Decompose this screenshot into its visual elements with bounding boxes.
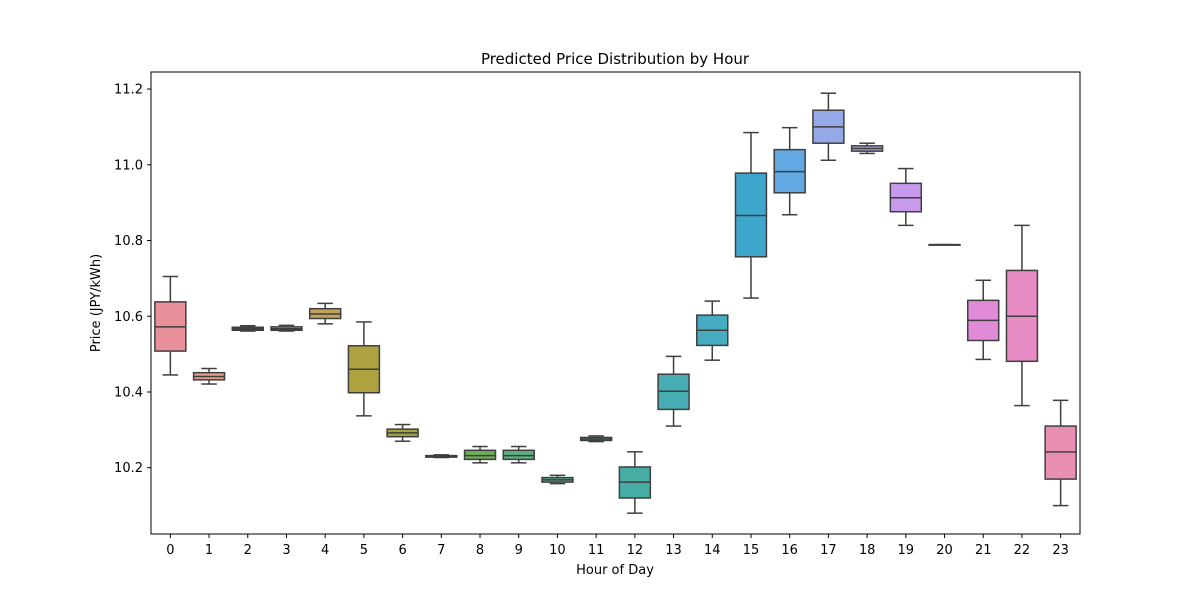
y-axis: 10.2 10.4 10.6 10.8 11.0 11.2 bbox=[114, 83, 151, 476]
x-tick-label: 8 bbox=[476, 543, 484, 558]
x-tick-label: 1 bbox=[205, 543, 213, 558]
y-tick-label: 10.2 bbox=[114, 461, 143, 476]
box-hour-16 bbox=[773, 126, 806, 216]
x-tick-label: 17 bbox=[820, 543, 837, 558]
box-hour-7 bbox=[425, 454, 458, 459]
y-tick-label: 10.4 bbox=[114, 385, 143, 400]
x-tick-label: 23 bbox=[1052, 543, 1069, 558]
box-hour-12 bbox=[618, 451, 652, 514]
box-hour-22 bbox=[1005, 224, 1039, 407]
box-hour-19 bbox=[889, 167, 923, 227]
box-hour-18 bbox=[850, 142, 884, 155]
x-tick-label: 5 bbox=[360, 543, 368, 558]
x-tick-label: 13 bbox=[665, 543, 682, 558]
box-hour-2 bbox=[231, 324, 265, 332]
x-tick-label: 7 bbox=[437, 543, 445, 558]
y-tick-label: 10.6 bbox=[114, 310, 143, 325]
x-tick-label: 15 bbox=[743, 543, 760, 558]
y-tick-label: 11.0 bbox=[114, 158, 143, 173]
x-tick-label: 0 bbox=[166, 543, 174, 558]
box-hour-4 bbox=[308, 302, 342, 325]
x-tick-label: 16 bbox=[781, 543, 798, 558]
box-hour-1 bbox=[192, 367, 226, 385]
plot-area-frame bbox=[150, 71, 1081, 535]
x-tick-label: 6 bbox=[398, 543, 406, 558]
x-tick-label: 22 bbox=[1014, 543, 1031, 558]
x-axis: 0 1 2 3 4 5 6 7 8 9 10 11 12 13 14 15 16 17 18 19 20 21 22 23 bbox=[166, 534, 1069, 558]
box-hour-11 bbox=[579, 435, 613, 443]
box-hour-14 bbox=[696, 300, 729, 361]
iqr-box bbox=[1044, 425, 1077, 480]
iqr-box bbox=[463, 449, 497, 461]
y-axis-label: Price (JPY/kWh) bbox=[89, 254, 104, 352]
x-tick-label: 21 bbox=[975, 543, 992, 558]
box-hour-17 bbox=[812, 92, 845, 161]
x-tick-label: 12 bbox=[627, 543, 644, 558]
x-tick-label: 18 bbox=[859, 543, 876, 558]
iqr-box bbox=[502, 449, 535, 461]
box-hour-5 bbox=[347, 321, 381, 417]
box-hour-6 bbox=[386, 423, 419, 442]
box-hour-8 bbox=[463, 445, 497, 464]
x-tick-label: 9 bbox=[515, 543, 523, 558]
box-hour-0 bbox=[154, 275, 187, 376]
x-tick-label: 4 bbox=[321, 543, 329, 558]
box-hour-15 bbox=[734, 131, 768, 299]
box-hour-20 bbox=[928, 243, 961, 246]
x-tick-label: 19 bbox=[898, 543, 915, 558]
x-axis-label: Hour of Day bbox=[576, 563, 654, 578]
y-tick-label: 11.2 bbox=[114, 83, 143, 98]
x-tick-label: 11 bbox=[588, 543, 605, 558]
x-tick-label: 20 bbox=[936, 543, 953, 558]
chart-title: Predicted Price Distribution by Hour bbox=[481, 50, 750, 68]
x-tick-label: 10 bbox=[549, 543, 566, 558]
boxes-layer bbox=[154, 92, 1077, 514]
box-hour-13 bbox=[657, 355, 690, 427]
y-tick-label: 10.8 bbox=[114, 234, 143, 249]
box-hour-3 bbox=[270, 324, 303, 332]
x-tick-label: 14 bbox=[704, 543, 721, 558]
x-tick-label: 2 bbox=[244, 543, 252, 558]
box-hour-23 bbox=[1044, 399, 1077, 507]
x-tick-label: 3 bbox=[282, 543, 290, 558]
box-hour-21 bbox=[966, 279, 1000, 361]
box-hour-10 bbox=[541, 474, 574, 485]
box-hour-9 bbox=[502, 445, 535, 464]
